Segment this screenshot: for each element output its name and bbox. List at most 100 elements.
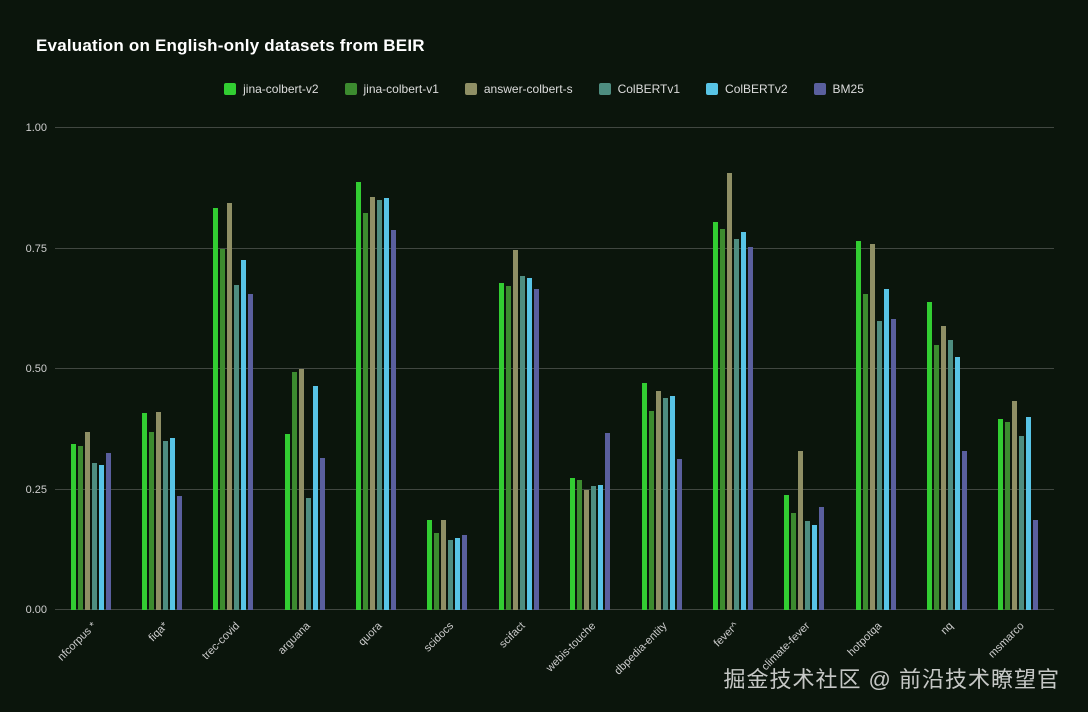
bar-jina-colbert-v2 xyxy=(926,301,932,610)
bar-jina-colbert-v2 xyxy=(498,283,504,610)
bar-BM25 xyxy=(605,433,611,610)
bar-group-scifact: scifact xyxy=(483,128,554,651)
bars xyxy=(983,128,1054,610)
bar-ColBERTv1 xyxy=(519,275,525,610)
bar-ColBERTv2 xyxy=(812,525,818,610)
bars xyxy=(626,128,697,610)
bar-ColBERTv1 xyxy=(234,284,240,610)
bar-group-nq: nq xyxy=(911,128,982,637)
x-axis-tick-label: trec-covid xyxy=(199,620,242,663)
bar-BM25 xyxy=(747,247,753,610)
x-axis-tick-label: nq xyxy=(938,620,956,638)
bar-ColBERTv1 xyxy=(733,238,739,610)
bar-jina-colbert-v1 xyxy=(933,345,939,610)
bar-jina-colbert-v1 xyxy=(220,248,226,610)
bar-ColBERTv1 xyxy=(305,497,311,610)
bar-ColBERTv1 xyxy=(876,320,882,610)
bar-answer-colbert-s xyxy=(869,243,875,610)
bar-jina-colbert-v1 xyxy=(791,513,797,610)
legend: jina-colbert-v2 jina-colbert-v1 answer-col… xyxy=(0,82,1088,96)
bar-BM25 xyxy=(391,229,397,610)
bar-group-scidocs: scidocs xyxy=(412,128,483,654)
bar-answer-colbert-s xyxy=(940,325,946,610)
bar-answer-colbert-s xyxy=(227,202,233,610)
x-axis-tick-label: dbpedia-entity xyxy=(612,620,671,678)
bar-group-quora: quora xyxy=(340,128,411,648)
legend-item-jina-colbert-v2[interactable]: jina-colbert-v2 xyxy=(224,82,319,96)
bar-BM25 xyxy=(319,458,325,610)
bar-jina-colbert-v1 xyxy=(1005,422,1011,610)
bar-ColBERTv1 xyxy=(448,540,454,610)
y-axis-tick-label: 0.25 xyxy=(25,483,47,496)
bar-ColBERTv2 xyxy=(1026,416,1032,610)
y-axis-tick-label: 0.75 xyxy=(25,242,47,255)
bar-group-dbpedia-entity: dbpedia-entity xyxy=(613,128,697,677)
bars xyxy=(555,128,626,610)
bar-ColBERTv1 xyxy=(805,521,811,610)
bar-ColBERTv2 xyxy=(455,537,461,610)
bar-BM25 xyxy=(533,289,539,610)
bar-jina-colbert-v2 xyxy=(213,208,219,610)
bar-jina-colbert-v2 xyxy=(712,222,718,610)
legend-item-answer-colbert-s[interactable]: answer-colbert-s xyxy=(464,82,573,96)
bar-jina-colbert-v1 xyxy=(862,293,868,610)
bars xyxy=(769,128,840,610)
bar-ColBERTv2 xyxy=(883,288,889,610)
bar-ColBERTv2 xyxy=(170,438,176,610)
bar-ColBERTv2 xyxy=(98,465,104,610)
bar-BM25 xyxy=(248,293,254,610)
bar-answer-colbert-s xyxy=(726,173,732,610)
bar-group-hotpotqa: hotpotqa xyxy=(840,128,911,659)
bar-answer-colbert-s xyxy=(298,369,304,610)
bar-jina-colbert-v2 xyxy=(784,494,790,610)
bar-group-msmarco: msmarco xyxy=(983,128,1054,660)
legend-swatch xyxy=(464,83,477,95)
legend-item-BM25[interactable]: BM25 xyxy=(813,82,864,96)
legend-item-jina-colbert-v1[interactable]: jina-colbert-v1 xyxy=(344,82,439,96)
bar-answer-colbert-s xyxy=(512,249,518,610)
bar-jina-colbert-v2 xyxy=(855,240,861,610)
bar-BM25 xyxy=(105,453,111,610)
bar-jina-colbert-v2 xyxy=(70,443,76,610)
bar-ColBERTv1 xyxy=(377,200,383,610)
x-axis-tick-label: fiqa* xyxy=(146,620,171,645)
bars xyxy=(697,128,768,610)
bars xyxy=(911,128,982,610)
bar-ColBERTv1 xyxy=(163,441,169,610)
bar-answer-colbert-s xyxy=(584,489,590,610)
bar-ColBERTv1 xyxy=(91,463,97,610)
bar-jina-colbert-v1 xyxy=(291,371,297,610)
bar-BM25 xyxy=(462,535,468,610)
bar-BM25 xyxy=(890,319,896,610)
gridline xyxy=(55,247,1054,249)
x-axis-tick-label: scifact xyxy=(496,620,528,651)
bar-group-fever^: fever^ xyxy=(697,128,768,649)
bar-group-nfcorpus *: nfcorpus * xyxy=(55,128,126,664)
bar-ColBERTv1 xyxy=(591,485,597,610)
bar-ColBERTv1 xyxy=(662,397,668,610)
bar-answer-colbert-s xyxy=(84,431,90,610)
gridline xyxy=(55,368,1054,369)
legend-item-ColBERTv2[interactable]: ColBERTv2 xyxy=(706,82,788,96)
legend-swatch xyxy=(344,83,357,95)
bar-jina-colbert-v1 xyxy=(577,479,583,610)
bar-jina-colbert-v1 xyxy=(149,431,155,610)
legend-item-ColBERTv1[interactable]: ColBERTv1 xyxy=(598,82,680,96)
bar-BM25 xyxy=(1033,519,1039,610)
legend-swatch xyxy=(224,83,237,95)
gridline xyxy=(55,488,1054,490)
bar-jina-colbert-v1 xyxy=(77,446,83,610)
bar-ColBERTv2 xyxy=(384,197,390,610)
bar-jina-colbert-v1 xyxy=(363,213,369,610)
legend-label: answer-colbert-s xyxy=(483,82,573,96)
bar-ColBERTv2 xyxy=(312,386,318,610)
x-axis-tick-label: fever^ xyxy=(711,620,742,650)
x-axis-tick-label: nfcorpus * xyxy=(55,620,100,664)
bar-answer-colbert-s xyxy=(370,197,376,610)
bars xyxy=(269,128,340,610)
bar-jina-colbert-v2 xyxy=(641,382,647,610)
gridline xyxy=(55,609,1054,610)
y-axis-tick-label: 0.00 xyxy=(25,604,47,616)
x-axis-tick-label: scidocs xyxy=(421,620,456,655)
bars xyxy=(483,128,554,610)
